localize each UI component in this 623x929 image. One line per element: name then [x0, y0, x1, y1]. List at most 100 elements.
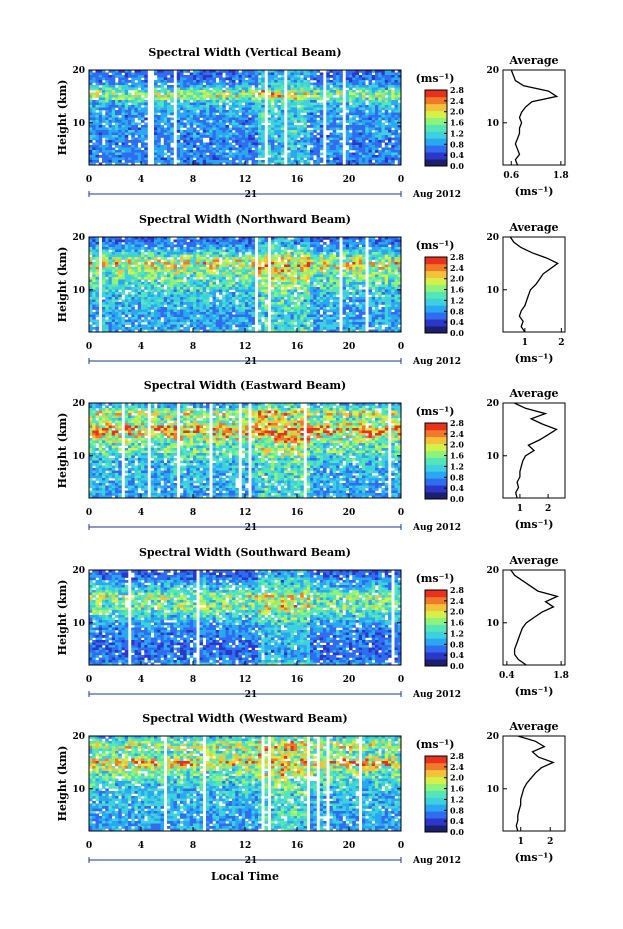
x-tick-label: 4: [138, 175, 144, 185]
colorbar-segment: [425, 450, 447, 458]
average-frame: [502, 402, 566, 499]
colorbar-segment: [425, 811, 447, 819]
colorbar-tick-label: 2.8: [450, 252, 464, 262]
colorbar-tick-label: 2.4: [450, 429, 464, 439]
average-profile: Average 20 10 0.6 1.8 (ms⁻¹): [486, 54, 568, 198]
colorbar-segment: [425, 257, 447, 265]
colorbar-segment: [425, 464, 447, 472]
average-line: [510, 569, 560, 666]
heatmap-cells: [89, 403, 402, 499]
x-tick-label: 8: [190, 508, 196, 518]
average-frame: [502, 569, 566, 666]
colorbar-tick-label: 1.6: [450, 618, 464, 628]
colorbar-tick-label: 0.0: [450, 827, 464, 837]
colorbar-tick-label: 0.4: [450, 317, 464, 327]
panel-3: Spectral Width (Eastward Beam) Height (km…: [56, 379, 566, 533]
colorbar-segment: [425, 326, 447, 334]
average-x-tick-label: 1.8: [553, 671, 569, 681]
colorbar-tick-label: 1.2: [450, 628, 464, 638]
colorbar-tick-label: 0.8: [450, 472, 464, 482]
colorbar-tick-label: 1.2: [450, 128, 464, 138]
day-label: 21: [245, 357, 258, 367]
colorbar-segment: [425, 443, 447, 451]
x-tick-label: 16: [291, 342, 304, 352]
colorbar-segment: [425, 436, 447, 445]
y-tick-label: 20: [72, 732, 85, 742]
average-y-tick-label: 10: [486, 619, 499, 629]
date-label: Aug 2012: [412, 190, 461, 200]
y-tick-label: 10: [72, 119, 85, 129]
colorbar-segment: [425, 610, 447, 618]
colorbar-unit: (ms⁻¹): [416, 572, 455, 585]
colorbar-segment: [425, 790, 447, 798]
colorbar-tick-label: 0.4: [450, 483, 464, 493]
colorbar-segment: [425, 131, 447, 139]
x-tick-label: 4: [138, 508, 144, 518]
colorbar-segment: [425, 152, 447, 160]
colorbar-segment: [425, 277, 447, 285]
day-label: 21: [245, 523, 258, 533]
colorbar-unit: (ms⁻¹): [416, 239, 455, 252]
colorbar-tick-label: 2.4: [450, 263, 464, 273]
y-axis-label: Height (km): [56, 746, 69, 822]
colorbar-segment: [425, 638, 447, 646]
day-label: 21: [245, 190, 258, 200]
average-x-tick-label: 2: [547, 837, 553, 847]
panel-1: Spectral Width (Vertical Beam) Height (km…: [56, 46, 569, 200]
colorbar-tick-label: 2.8: [450, 751, 464, 761]
colorbar-segment: [425, 298, 447, 306]
average-unit: (ms⁻¹): [515, 518, 554, 531]
average-frame: [502, 735, 566, 832]
panel-4: Spectral Width (Southward Beam) Height (k…: [56, 546, 569, 700]
average-y-tick-label: 20: [486, 233, 499, 243]
x-tick-label: 0: [398, 175, 404, 185]
date-label: Aug 2012: [412, 856, 461, 866]
x-tick-label: 0: [86, 175, 92, 185]
colorbar-tick-label: 1.2: [450, 461, 464, 471]
colorbar-segment: [425, 769, 447, 778]
colorbar-tick-label: 1.2: [450, 794, 464, 804]
colorbar-tick-label: 2.0: [450, 274, 464, 284]
colorbar-tick-label: 1.6: [450, 784, 464, 794]
panel-title: Spectral Width (Eastward Beam): [144, 379, 346, 392]
average-x-tick-label: 2: [545, 504, 551, 514]
colorbar-tick-label: 0.8: [450, 639, 464, 649]
colorbar-segment: [425, 284, 447, 292]
colorbar-tick-label: 2.0: [450, 773, 464, 783]
colorbar: 0.00.40.81.21.62.02.42.8: [424, 751, 464, 837]
average-y-tick-label: 20: [486, 566, 499, 576]
colorbar-tick-label: 2.0: [450, 107, 464, 117]
average-unit: (ms⁻¹): [515, 851, 554, 864]
colorbar: 0.00.40.81.21.62.02.42.8: [424, 85, 464, 171]
x-tick-label: 20: [343, 342, 356, 352]
y-axis-label: Height (km): [56, 247, 69, 323]
average-y-tick-label: 20: [486, 399, 499, 409]
average-frame: [502, 69, 566, 166]
colorbar-segment: [425, 471, 447, 479]
x-tick-label: 8: [190, 175, 196, 185]
average-title: Average: [508, 54, 558, 67]
average-x-tick-label: 1.8: [553, 171, 569, 181]
average-y-tick-label: 10: [486, 119, 499, 129]
colorbar-segment: [425, 423, 447, 431]
panel-5: Spectral Width (Westward Beam) Height (km…: [56, 712, 566, 866]
x-tick-label: 16: [291, 508, 304, 518]
x-tick-label: 16: [291, 675, 304, 685]
colorbar-tick-label: 0.0: [450, 161, 464, 171]
x-tick-label: 16: [291, 175, 304, 185]
average-x-tick-label: 2: [558, 338, 564, 348]
colorbar-frame: [424, 422, 448, 500]
colorbar-segment: [425, 305, 447, 313]
x-axis-label: Local Time: [211, 870, 279, 883]
x-tick-label: 12: [239, 175, 252, 185]
y-tick-label: 10: [72, 452, 85, 462]
colorbar-segment: [425, 478, 447, 486]
colorbar-segment: [425, 117, 447, 125]
colorbar-segment: [425, 429, 447, 438]
x-tick-label: 0: [398, 508, 404, 518]
colorbar-segment: [425, 270, 447, 279]
colorbar-segment: [425, 624, 447, 632]
x-tick-label: 12: [239, 508, 252, 518]
average-line: [514, 402, 558, 499]
average-unit: (ms⁻¹): [515, 185, 554, 198]
